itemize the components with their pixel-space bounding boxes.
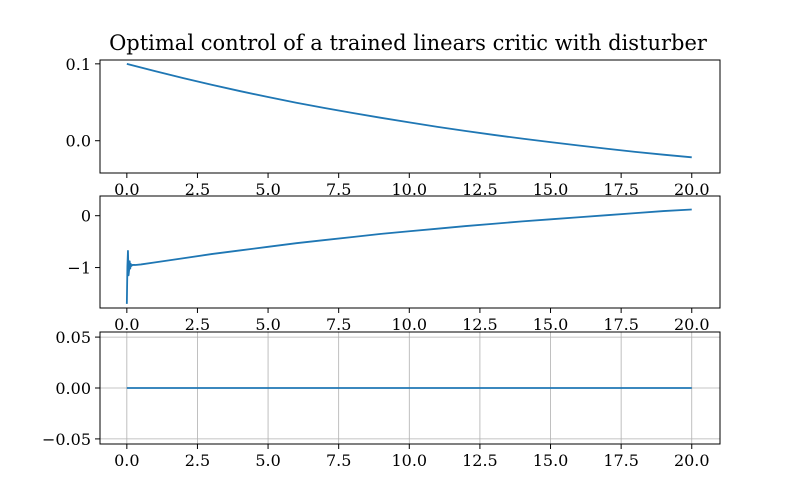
series-line <box>126 62 692 159</box>
x-tick-label: 2.5 <box>185 315 210 334</box>
x-tick-label: 15.0 <box>533 451 569 470</box>
x-tick-label: 7.5 <box>326 180 351 199</box>
axes-frame <box>99 59 721 174</box>
x-tick-label: 10.0 <box>391 315 427 334</box>
x-tick-label: 20.0 <box>674 180 710 199</box>
x-tick-label: 2.5 <box>185 180 210 199</box>
series-line <box>125 208 692 304</box>
y-tick-label: −1 <box>67 259 91 278</box>
x-tick-label: 7.5 <box>326 315 351 334</box>
x-tick-label: 2.5 <box>185 451 210 470</box>
axes-2: 0.0 2.5 5.0 7.5 10.0 12.5 15.0 17.5 20.0 0 −1 <box>67 195 721 334</box>
chart-title: Optimal control of a trained linears cri… <box>109 31 708 55</box>
x-tick-label: 0.0 <box>114 315 139 334</box>
x-tick-label: 10.0 <box>391 180 427 199</box>
x-tick-label: 15.0 <box>533 180 569 199</box>
y-tick-label: 0 <box>81 207 91 226</box>
y-tick-label: 0.1 <box>66 55 91 74</box>
x-tick-label: 20.0 <box>674 315 710 334</box>
x-tick-label: 12.5 <box>462 451 498 470</box>
x-tick-label: 12.5 <box>462 180 498 199</box>
x-tick-label: 5.0 <box>255 180 280 199</box>
y-tick-label: 0.0 <box>66 132 91 151</box>
x-tick-label: 17.5 <box>603 180 639 199</box>
x-tick-label: 0.0 <box>114 180 139 199</box>
y-tick-label: 0.05 <box>55 328 91 347</box>
x-tick-label: 5.0 <box>255 315 280 334</box>
x-tick-label: 7.5 <box>326 451 351 470</box>
axes-3: 0.0 2.5 5.0 7.5 10.0 12.5 15.0 17.5 20.0 0.05 0.00… <box>42 328 721 470</box>
x-tick-label: 0.0 <box>114 451 139 470</box>
x-tick-label: 12.5 <box>462 315 498 334</box>
y-tick-label: 0.00 <box>55 379 91 398</box>
x-tick-label: 10.0 <box>391 451 427 470</box>
axes-container: 0.0 2.5 5.0 7.5 10.0 12.5 15.0 17.5 20.00.10.00.… <box>42 55 721 470</box>
x-tick-label: 17.5 <box>603 315 639 334</box>
x-tick-label: 15.0 <box>533 315 569 334</box>
y-tick-label: −0.05 <box>42 430 91 449</box>
x-tick-label: 5.0 <box>255 451 280 470</box>
x-tick-label: 17.5 <box>603 451 639 470</box>
axes-frame <box>99 195 721 309</box>
axes-1: 0.0 2.5 5.0 7.5 10.0 12.5 15.0 17.5 20.0 0.1 0.0 <box>66 55 721 199</box>
x-tick-label: 20.0 <box>674 451 710 470</box>
